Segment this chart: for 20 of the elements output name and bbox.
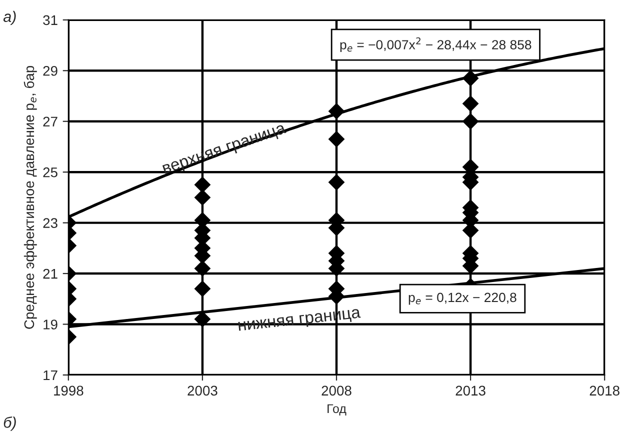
y-tick-label: 21: [43, 268, 58, 279]
annotation: нижняя граница: [238, 308, 362, 334]
text: б): [4, 416, 16, 431]
x-axis-title: Год: [328, 404, 346, 416]
y-tick-label: 17: [44, 370, 58, 380]
y-axis-title: Среднее эффективное давление p$_{e}$, бар: [24, 66, 37, 329]
y-tick-label: 25: [43, 167, 58, 178]
y-tick-label: 29: [43, 66, 58, 76]
y-tick-label: 23: [43, 218, 58, 228]
x-tick-label: 1998: [54, 386, 84, 396]
text: а): [3, 10, 16, 26]
x-tick-label: 2018: [590, 386, 620, 396]
y-tick-label: 27: [43, 116, 58, 126]
x-tick-label: 2013: [456, 386, 486, 396]
x-tick-label: 2003: [188, 386, 218, 396]
annotation: p$_{e}$ = −0,007x$^{2}$ − 28,44x − 28 858: [340, 37, 532, 52]
y-tick-label: 31: [43, 15, 58, 26]
annotation: p$_{e}$ = 0,12x − 220,8: [408, 292, 516, 305]
x-tick-label: 2008: [322, 386, 352, 396]
y-tick-label: 19: [44, 320, 58, 330]
